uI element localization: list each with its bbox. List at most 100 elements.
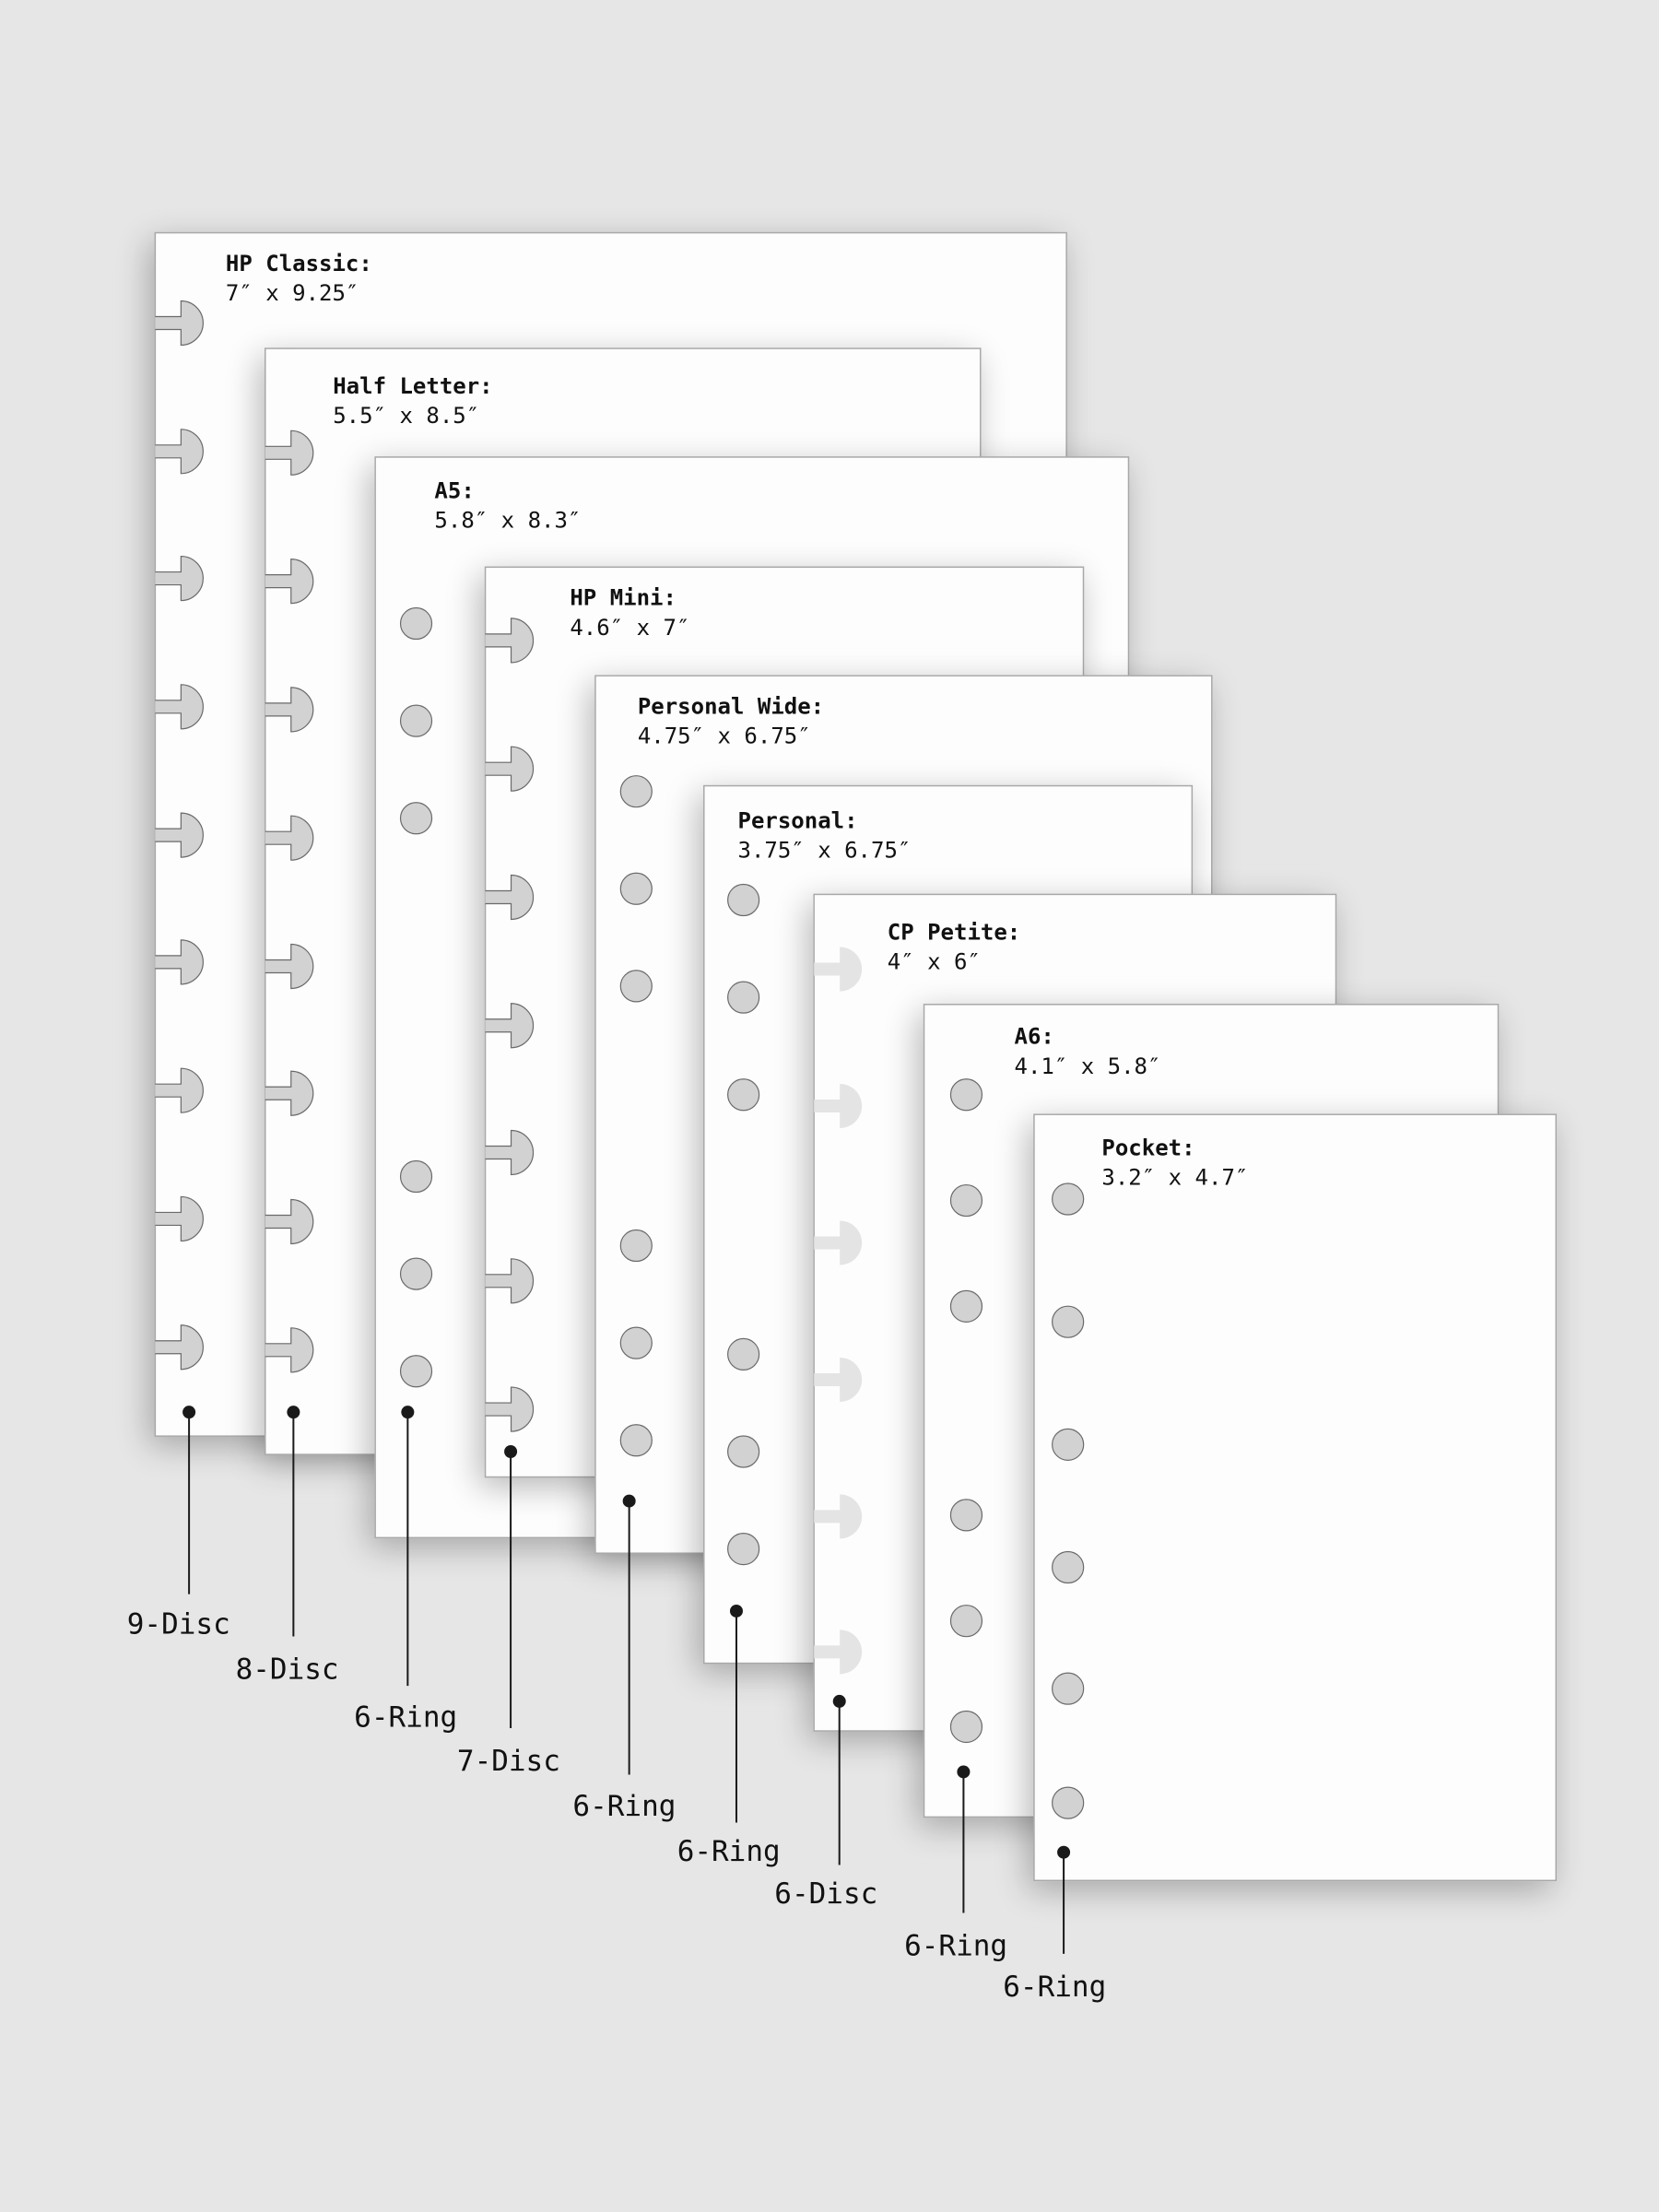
sheet-dimensions: 4.75″ x 6.75″: [638, 724, 811, 749]
binding-callout: 6-Ring: [677, 1604, 781, 1868]
sheet-outline: [1033, 1113, 1558, 1882]
disc-slot-icon: [155, 429, 204, 475]
ring-hole-icon: [727, 1435, 760, 1468]
sheet-dimensions: 7″ x 9.25″: [226, 280, 359, 306]
leader-dot-icon: [401, 1406, 415, 1419]
sheet-pocket: Pocket: 3.2″ x 4.7″: [1033, 1113, 1558, 1882]
disc-slot-icon: [265, 1070, 314, 1116]
ring-hole-icon: [619, 872, 653, 905]
ring-hole-icon: [399, 1355, 433, 1388]
disc-slot-icon: [265, 429, 314, 476]
sheet-dimensions: 4″ x 6″: [888, 949, 981, 975]
disc-slot-icon: [155, 684, 204, 730]
binding-callout: 6-Disc: [774, 1694, 877, 1911]
ring-hole-icon: [1052, 1428, 1085, 1461]
ring-hole-icon: [949, 1710, 983, 1744]
disc-slot-icon: [155, 1195, 204, 1242]
sheet-dimensions: 4.1″ x 5.8″: [1015, 1053, 1161, 1079]
ring-hole-icon: [1052, 1550, 1085, 1584]
leader-dot-icon: [622, 1494, 636, 1508]
ring-hole-icon: [399, 704, 433, 737]
sheet-title: CP Petite:: [888, 919, 1021, 945]
ring-hole-icon: [399, 1159, 433, 1194]
sheet-title: A6:: [1015, 1024, 1054, 1050]
binding-callout: 7-Disc: [457, 1445, 560, 1778]
sheet-title: HP Mini:: [570, 585, 677, 611]
binding-callout: 6-Ring: [572, 1494, 676, 1823]
ring-hole-icon: [727, 981, 760, 1014]
disc-slot-icon: [155, 300, 204, 347]
disc-slot-icon: [485, 1129, 535, 1176]
leader-dot-icon: [1057, 1845, 1071, 1859]
disc-slot-icon: [265, 1327, 314, 1373]
binding-callout: 8-Disc: [236, 1406, 339, 1686]
disc-slot-icon: [155, 1067, 204, 1113]
ring-hole-icon: [949, 1289, 983, 1323]
disc-slot-icon: [814, 1630, 863, 1675]
disc-slot-icon: [485, 1003, 535, 1049]
leader-dot-icon: [504, 1445, 518, 1458]
sheet-title: A5:: [434, 477, 474, 503]
binding-label: 6-Ring: [572, 1790, 676, 1823]
sheet-title: Personal:: [738, 807, 858, 833]
sheet-dimensions: 4.6″ x 7″: [570, 615, 689, 641]
sheet-dimensions: 5.5″ x 8.5″: [333, 403, 479, 429]
binding-label: 9-Disc: [127, 1607, 230, 1641]
ring-hole-icon: [949, 1078, 983, 1112]
disc-slot-icon: [155, 1324, 204, 1371]
disc-slot-icon: [485, 874, 535, 921]
binding-label: 7-Disc: [457, 1745, 560, 1778]
sheet-title: Personal Wide:: [638, 693, 824, 719]
ring-hole-icon: [399, 1257, 433, 1290]
ring-hole-icon: [949, 1183, 983, 1218]
disc-slot-icon: [814, 1357, 863, 1402]
ring-hole-icon: [1052, 1305, 1085, 1338]
ring-hole-icon: [1052, 1786, 1085, 1819]
sheet-dimensions: 5.8″ x 8.3″: [434, 507, 581, 533]
disc-slot-icon: [265, 1198, 314, 1245]
ring-hole-icon: [727, 1078, 760, 1112]
ring-hole-icon: [949, 1605, 983, 1638]
leader-dot-icon: [287, 1406, 300, 1419]
ring-hole-icon: [619, 775, 653, 808]
binding-label: 6-Ring: [677, 1835, 781, 1868]
disc-slot-icon: [814, 1220, 863, 1265]
ring-hole-icon: [619, 1326, 653, 1359]
disc-slot-icon: [265, 815, 314, 861]
ring-hole-icon: [949, 1499, 983, 1532]
disc-slot-icon: [265, 687, 314, 733]
sheet-title: Pocket:: [1101, 1135, 1194, 1161]
binding-callout: 6-Ring: [904, 1765, 1007, 1962]
sheet-dimensions: 3.75″ x 6.75″: [738, 838, 912, 864]
disc-slot-icon: [155, 812, 204, 858]
binding-label: 8-Disc: [236, 1653, 339, 1686]
binding-callout: 6-Ring: [1003, 1845, 1106, 2004]
binding-label: 6-Ring: [904, 1929, 1007, 1962]
binding-label: 6-Ring: [354, 1700, 457, 1734]
binding-callout: 9-Disc: [127, 1406, 230, 1641]
disc-slot-icon: [485, 746, 535, 792]
ring-hole-icon: [619, 970, 653, 1003]
ring-hole-icon: [399, 802, 433, 835]
disc-slot-icon: [814, 1494, 863, 1539]
disc-slot-icon: [814, 947, 863, 992]
binding-callout: 6-Ring: [354, 1406, 457, 1734]
disc-slot-icon: [265, 943, 314, 990]
disc-slot-icon: [814, 1084, 863, 1128]
leader-dot-icon: [182, 1406, 196, 1419]
leader-dot-icon: [832, 1694, 846, 1708]
leader-dot-icon: [729, 1604, 743, 1618]
disc-slot-icon: [485, 1386, 535, 1432]
ring-hole-icon: [727, 1533, 760, 1566]
ring-hole-icon: [619, 1229, 653, 1263]
ring-hole-icon: [727, 883, 760, 917]
ring-hole-icon: [399, 606, 433, 641]
sheet-title: Half Letter:: [333, 373, 492, 399]
sheet-title: HP Classic:: [226, 251, 372, 276]
sheet-dimensions: 3.2″ x 4.7″: [1101, 1165, 1248, 1191]
leader-dot-icon: [957, 1765, 971, 1779]
binding-label: 6-Disc: [774, 1877, 877, 1911]
ring-hole-icon: [619, 1424, 653, 1457]
disc-slot-icon: [265, 559, 314, 605]
